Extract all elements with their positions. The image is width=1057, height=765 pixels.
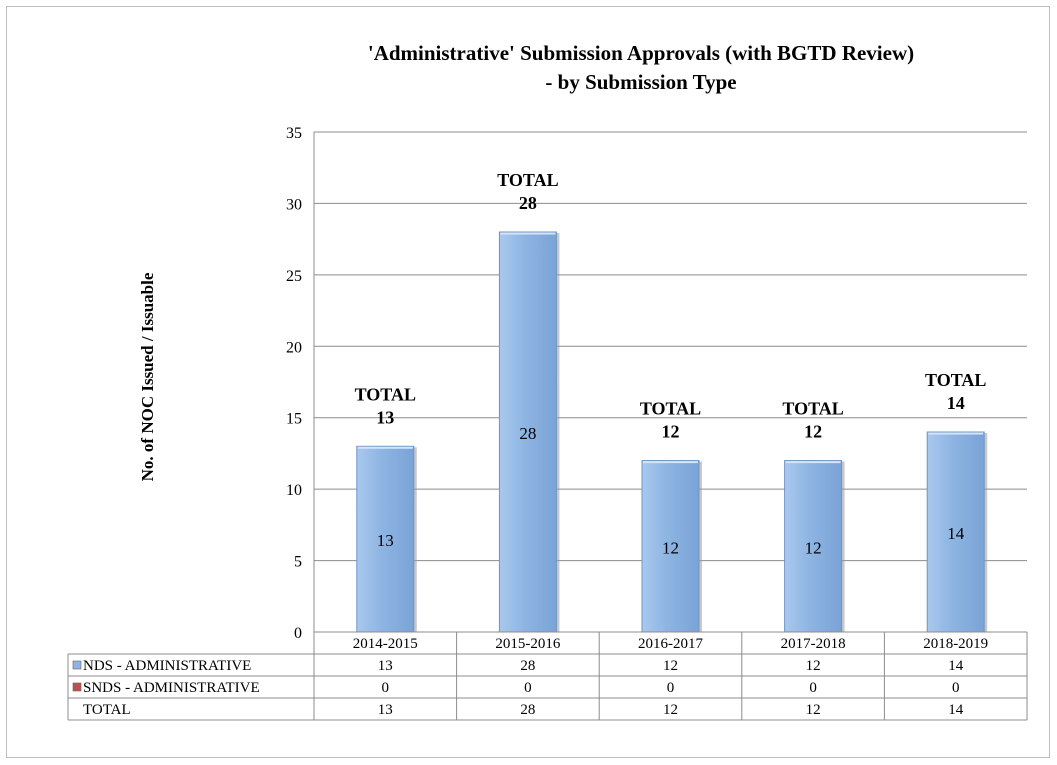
bar <box>784 460 843 633</box>
series-name: NDS - ADMINISTRATIVE <box>83 658 251 674</box>
y-axis-label: No. of NOC Issued / Issuable <box>138 272 157 481</box>
x-category-label: 2014-2015 <box>353 636 418 652</box>
table-cell: 0 <box>524 680 532 696</box>
total-label: TOTAL <box>640 399 701 419</box>
total-label: TOTAL <box>925 370 986 390</box>
total-value-label: 13 <box>376 407 394 427</box>
y-tick-label: 15 <box>286 411 302 428</box>
y-tick-label: 10 <box>286 482 302 499</box>
x-category-label: 2016-2017 <box>638 636 703 652</box>
bars <box>356 231 988 633</box>
data-table: 2014-2015 2015-2016 2016-2017 2017-2018 2018… <box>67 631 1028 721</box>
bar <box>356 445 415 633</box>
table-cell: 0 <box>809 680 817 696</box>
chart-frame: 'Administrative' Submission Approvals (w… <box>6 6 1050 758</box>
bar-value-label: 13 <box>377 531 394 550</box>
table-cell: 12 <box>663 658 678 674</box>
table-cell: 13 <box>378 658 393 674</box>
table-cell: 14 <box>948 702 964 718</box>
y-tick-label: 0 <box>294 625 302 642</box>
y-tick-label: 35 <box>286 125 302 142</box>
y-tick-label: 25 <box>286 268 302 285</box>
table-cell: 13 <box>378 702 393 718</box>
total-value-label: 12 <box>804 422 822 442</box>
total-value-label: 12 <box>662 422 680 442</box>
total-value-label: 28 <box>519 193 537 213</box>
y-tick-label: 5 <box>294 554 302 571</box>
table-cell: 0 <box>952 680 960 696</box>
bar-value-label: 14 <box>947 524 965 543</box>
total-label: TOTAL <box>497 170 558 190</box>
x-category-label: 2018-2019 <box>923 636 988 652</box>
total-label: TOTAL <box>782 399 843 419</box>
table-cell: 28 <box>520 658 535 674</box>
series-name: SNDS - ADMINISTRATIVE <box>83 680 260 696</box>
x-category-label: 2017-2018 <box>781 636 846 652</box>
bar <box>641 460 700 633</box>
table-cell: 12 <box>806 658 821 674</box>
bar-value-label: 28 <box>519 424 536 443</box>
total-label: TOTAL <box>355 384 416 404</box>
chart-subtitle: - by Submission Type <box>545 70 736 94</box>
bar <box>498 231 557 633</box>
total-row-label: TOTAL <box>83 702 131 718</box>
bar-chart: 'Administrative' Submission Approvals (w… <box>67 41 1028 721</box>
table-cell: 14 <box>948 658 964 674</box>
y-tick-label: 30 <box>286 196 302 213</box>
legend-swatch <box>72 682 82 692</box>
total-value-label: 14 <box>947 393 965 413</box>
legend-swatch <box>72 660 82 670</box>
y-tick-label: 20 <box>286 339 302 356</box>
table-cell: 28 <box>520 702 535 718</box>
table-cell: 0 <box>382 680 390 696</box>
gridlines: 0 5 10 15 20 25 30 35 <box>286 125 1027 642</box>
x-category-label: 2015-2016 <box>495 636 560 652</box>
table-cell: 12 <box>806 702 821 718</box>
data-labels: 13 TOTAL 13 28 TOTAL 28 12 TOTAL 12 12 TOTAL 12 14 TO… <box>355 170 987 557</box>
bar-value-label: 12 <box>662 538 679 557</box>
chart-title: 'Administrative' Submission Approvals (w… <box>368 41 914 65</box>
table-cell: 0 <box>667 680 675 696</box>
table-cell: 12 <box>663 702 678 718</box>
bar-value-label: 12 <box>805 538 822 557</box>
